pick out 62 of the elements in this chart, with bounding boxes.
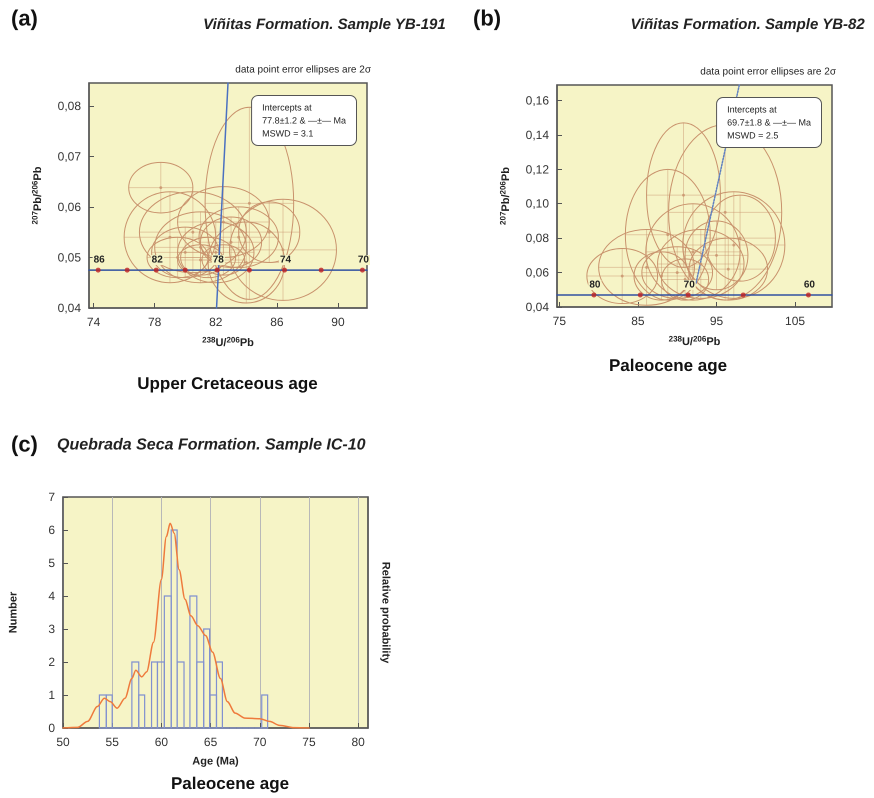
text: Paleocene age [608, 356, 728, 375]
x-tick-label: 86 [270, 315, 284, 329]
x-axis-title: Age (Ma) [192, 756, 240, 768]
annotation: 78 [212, 254, 224, 266]
y-tick-label: 6 [48, 523, 56, 537]
y-tick-label: 0,07 [58, 149, 82, 164]
annotation: 86 [94, 254, 106, 266]
x-tick-label: 75 [302, 735, 316, 749]
y-tick-label: 7 [48, 490, 56, 504]
y-axis-title: 207Pb/206Pb [30, 166, 44, 224]
x-tick-label: 60 [154, 735, 168, 749]
y-tick-label: 0,10 [526, 196, 550, 211]
x-tick-label: 55 [106, 735, 120, 749]
y2-axis-title: Relative probability [380, 562, 392, 664]
y-tick-label: 2 [48, 655, 56, 669]
text: data point error ellipses are 2σ [700, 66, 837, 78]
x-tick-label: 70 [253, 735, 267, 749]
x-tick-label: 78 [148, 315, 162, 329]
x-tick-label: 82 [209, 315, 223, 329]
chart-subtitle: Quebrada Seca Formation. Sample IC-10 [57, 436, 366, 454]
x-tick-label: 74 [86, 315, 101, 329]
chart-title: (a) [11, 6, 38, 30]
text: data point error ellipses are 2σ [235, 64, 372, 76]
chart-subtitle: Viñitas Formation. Sample YB-191 [203, 16, 446, 33]
y-tick-label: 0,04 [58, 301, 82, 315]
text: Upper Cretaceous age [137, 374, 318, 393]
y-tick-label: 0,06 [58, 200, 82, 214]
annotation: Intercepts at 69.7±1.8 & —±— Ma MSWD = 2.5 [727, 104, 812, 140]
x-tick-label: 90 [331, 315, 345, 329]
y-tick-label: 0,12 [526, 162, 550, 176]
y-tick-label: 0,14 [526, 128, 550, 142]
annotation: 74 [280, 254, 292, 266]
annotation: 80 [589, 279, 601, 290]
y-tick-label: 0,08 [526, 231, 550, 246]
annotation: 70 [684, 279, 696, 290]
x-tick-label: 50 [56, 735, 70, 749]
chart-title: (b) [473, 6, 502, 30]
annotation: 60 [804, 279, 816, 290]
y-tick-label: 0,16 [526, 93, 550, 108]
annotation: Intercepts at 77.8±1.2 & —±— Ma MSWD = 3.1 [262, 102, 346, 138]
y-tick-label: 0,06 [526, 266, 550, 280]
text: Paleocene age [170, 774, 290, 793]
x-tick-label: 65 [204, 735, 218, 749]
y-axis-title: Number [8, 591, 20, 634]
chart-subtitle: Viñitas Formation. Sample YB-82 [630, 16, 866, 33]
chart-title: (c) [11, 432, 38, 456]
y-tick-label: 1 [48, 688, 56, 702]
y-tick-label: 4 [48, 589, 56, 603]
y-tick-label: 5 [48, 556, 56, 570]
annotation: 70 [358, 254, 370, 266]
y-tick-label: 0 [48, 721, 56, 735]
x-tick-label: 105 [785, 314, 806, 328]
y-tick-label: 3 [48, 622, 56, 636]
x-tick-label: 95 [710, 314, 724, 328]
y-tick-label: 0,04 [526, 300, 550, 314]
y-tick-label: 0,05 [58, 250, 82, 264]
annotation: 82 [152, 254, 164, 266]
x-tick-label: 75 [552, 314, 566, 328]
x-tick-label: 80 [351, 735, 366, 749]
y-tick-label: 0,08 [58, 98, 82, 113]
x-tick-label: 85 [631, 314, 645, 328]
y-axis-title: 207Pb/206Pb [498, 166, 512, 225]
